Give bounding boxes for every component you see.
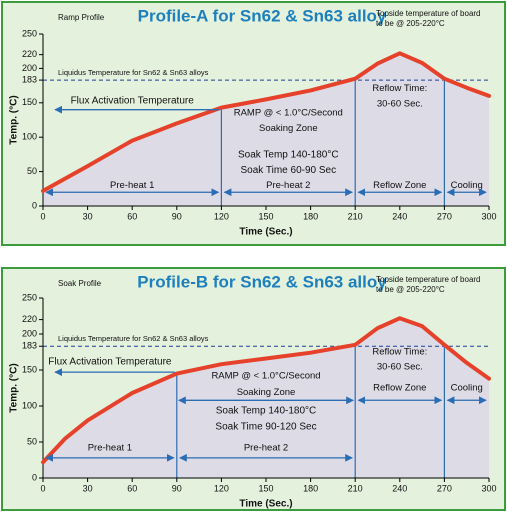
soaking-zone-label: Soaking Zone bbox=[259, 123, 318, 134]
x-tick-label: 240 bbox=[392, 483, 407, 493]
x-tick-label: 0 bbox=[40, 483, 45, 493]
zone-label: Cooling bbox=[451, 383, 483, 394]
chart-title: Profile-B for Sn62 & Sn63 alloy bbox=[137, 272, 387, 291]
x-tick-label: 90 bbox=[172, 211, 182, 221]
y-tick-label: 100 bbox=[22, 400, 37, 410]
y-tick-label: 50 bbox=[27, 436, 37, 446]
temperature-curve bbox=[41, 51, 491, 193]
x-tick-label: 180 bbox=[303, 483, 318, 493]
soak-temp-label: Soak Temp 140-180°C bbox=[238, 150, 339, 161]
y-tick-label: 50 bbox=[27, 166, 37, 176]
y-axis-label: Temp. (°C) bbox=[9, 95, 20, 144]
flux-label: Flux Activation Temperature bbox=[48, 357, 172, 368]
zone-label: Pre-heat 2 bbox=[266, 180, 310, 191]
y-tick-label: 250 bbox=[22, 28, 37, 38]
note: Topside temperature of board bbox=[376, 275, 481, 284]
reflow-time-label: Reflow Time: bbox=[372, 83, 427, 94]
x-tick-label: 240 bbox=[392, 211, 407, 221]
y-tick-label: 0 bbox=[32, 472, 37, 482]
soak-time-label: Soak Time 60-90 Sec bbox=[240, 165, 336, 176]
zone-label: Reflow Zone bbox=[373, 383, 426, 394]
x-tick-label: 0 bbox=[40, 211, 45, 221]
y-tick-label: 220 bbox=[22, 49, 37, 59]
y-axis-label: Temp. (°C) bbox=[9, 363, 20, 412]
corner-label: Ramp Profile bbox=[58, 13, 105, 22]
area bbox=[43, 53, 489, 206]
y-tick-label: 250 bbox=[22, 292, 37, 302]
note: Topside temperature of board bbox=[376, 9, 481, 18]
reflow-time-label: 30-60 Sec. bbox=[377, 99, 423, 110]
y-tick-label: 183 bbox=[22, 341, 37, 351]
y-tick-label: 220 bbox=[22, 314, 37, 324]
x-tick-label: 210 bbox=[348, 483, 363, 493]
ramp-label: RAMP @ < 1.0°C/Second bbox=[211, 370, 320, 381]
x-tick-label: 30 bbox=[83, 483, 93, 493]
x-axis-label: Time (Sec.) bbox=[239, 499, 292, 510]
soaking-zone-label: Soaking Zone bbox=[237, 387, 296, 398]
x-tick-label: 270 bbox=[437, 483, 452, 493]
soak-temp-label: Soak Temp 140-180°C bbox=[216, 406, 317, 417]
y-tick-label: 150 bbox=[22, 364, 37, 374]
soak-time-label: Soak Time 90-120 Sec bbox=[215, 422, 316, 433]
x-tick-label: 60 bbox=[127, 211, 137, 221]
y-tick-label: 200 bbox=[22, 328, 37, 338]
x-tick-label: 60 bbox=[127, 483, 137, 493]
reflow-time-label: Reflow Time: bbox=[372, 347, 427, 358]
reflow-time-label: 30-60 Sec. bbox=[377, 362, 423, 373]
flux-label: Flux Activation Temperature bbox=[71, 95, 195, 106]
x-tick-label: 180 bbox=[303, 211, 318, 221]
zone-label: Pre-heat 1 bbox=[110, 180, 154, 191]
x-tick-label: 120 bbox=[214, 483, 229, 493]
corner-label: Soak Profile bbox=[58, 279, 102, 288]
x-tick-label: 300 bbox=[481, 483, 496, 493]
x-tick-label: 30 bbox=[83, 211, 93, 221]
ramp-label: RAMP @ < 1.0°C/Second bbox=[234, 108, 343, 119]
chart-title: Profile-A for Sn62 & Sn63 alloy bbox=[138, 6, 387, 25]
x-axis-label: Time (Sec.) bbox=[239, 227, 292, 238]
y-tick-label: 0 bbox=[32, 200, 37, 210]
x-tick-label: 210 bbox=[348, 211, 363, 221]
x-tick-label: 150 bbox=[258, 483, 273, 493]
x-tick-label: 150 bbox=[258, 211, 273, 221]
temperature-curve bbox=[41, 316, 491, 465]
y-tick-label: 183 bbox=[22, 74, 37, 84]
liquidus-label: Liquidus Temperature for Sn62 & Sn63 all… bbox=[58, 334, 209, 343]
y-tick-label: 200 bbox=[22, 63, 37, 73]
x-tick-label: 120 bbox=[214, 211, 229, 221]
zone-label: Reflow Zone bbox=[373, 180, 426, 191]
x-tick-label: 90 bbox=[172, 483, 182, 493]
note: to be @ 205-220°C bbox=[376, 19, 445, 28]
y-tick-label: 100 bbox=[22, 132, 37, 142]
note: to be @ 205-220°C bbox=[376, 285, 445, 294]
zone-label: Pre-heat 1 bbox=[88, 442, 132, 453]
x-tick-label: 300 bbox=[481, 211, 496, 221]
liquidus-label: Liquidus Temperature for Sn62 & Sn63 all… bbox=[58, 68, 209, 77]
zone-label: Pre-heat 2 bbox=[244, 442, 288, 453]
y-tick-label: 150 bbox=[22, 97, 37, 107]
zone-label: Cooling bbox=[451, 180, 483, 191]
x-tick-label: 270 bbox=[437, 211, 452, 221]
